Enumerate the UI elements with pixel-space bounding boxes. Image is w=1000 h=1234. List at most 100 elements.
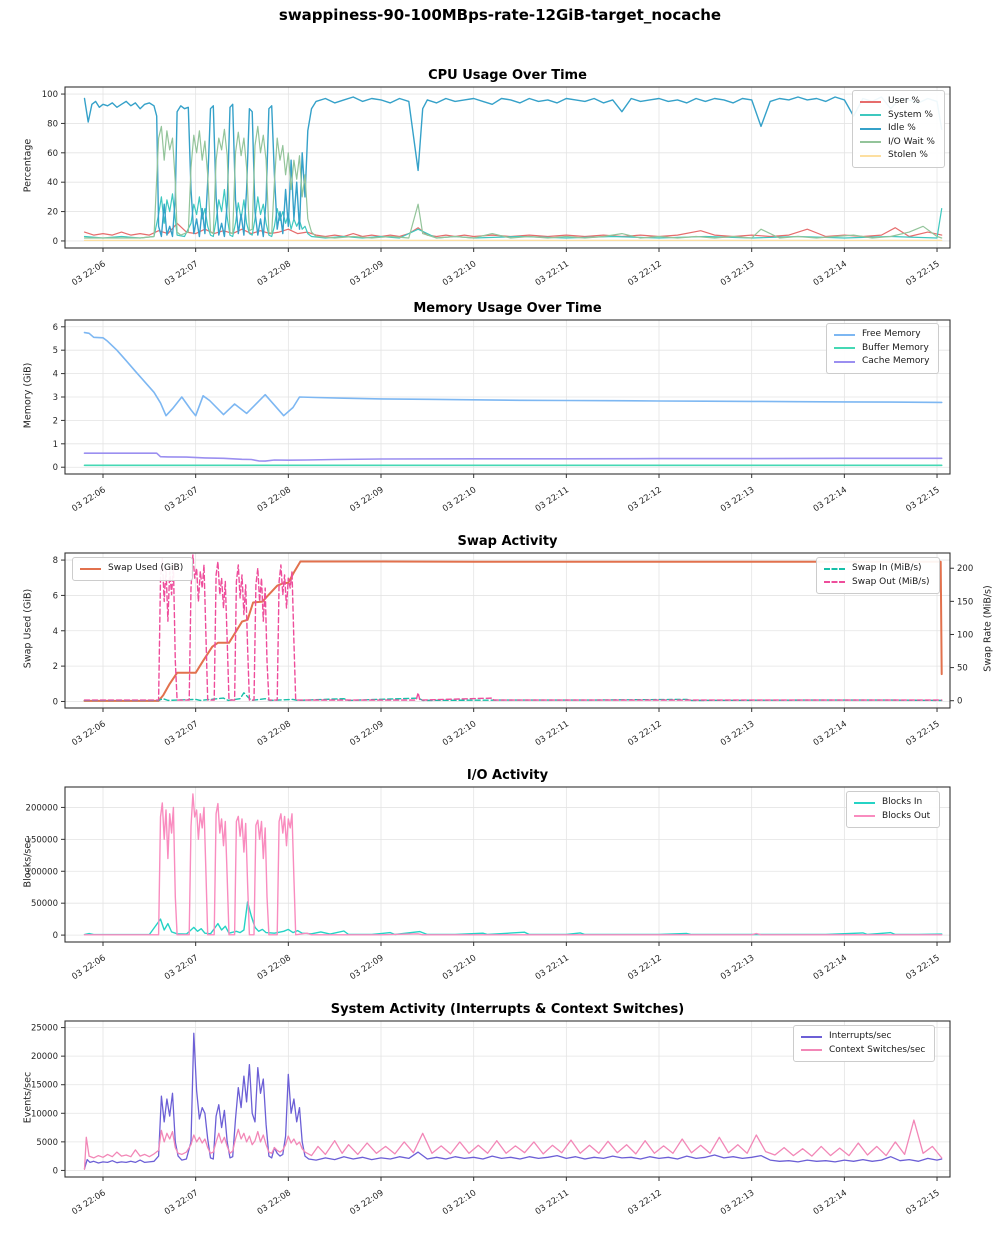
ytick-label: 2 (53, 662, 58, 672)
ytick-label: 15000 (31, 1081, 58, 1091)
legend-label: System % (888, 109, 933, 120)
ytick-label: 0 (53, 463, 58, 473)
legend-item: Idle % (860, 122, 935, 136)
ytick-label: 20000 (31, 1052, 58, 1062)
ytick-label: 6 (53, 323, 58, 333)
xtick-label: 03 22:14 (812, 953, 849, 982)
legend-label: Swap Out (MiB/s) (852, 576, 930, 587)
xtick-label: 03 22:07 (163, 259, 200, 288)
ytick-label: 2 (53, 416, 58, 426)
legend-line-swatch (824, 567, 845, 570)
xtick-label: 03 22:13 (719, 1188, 756, 1217)
xtick-label: 03 22:10 (441, 259, 478, 288)
plot-border (64, 86, 951, 249)
xtick-label: 03 22:11 (534, 259, 571, 288)
xtick-label: 03 22:09 (348, 485, 385, 514)
xtick-label: 03 22:10 (441, 719, 478, 748)
chart-title-cpu: CPU Usage Over Time (428, 68, 587, 83)
ytick-label: 200000 (26, 803, 58, 813)
legend-label: Context Switches/sec (829, 1044, 926, 1055)
xtick-label: 03 22:08 (256, 953, 293, 982)
legend-item: Context Switches/sec (801, 1044, 925, 1058)
xtick-label: 03 22:12 (626, 719, 663, 748)
xtick-label: 03 22:12 (626, 485, 663, 514)
xtick-label: 03 22:07 (163, 953, 200, 982)
legend-line-swatch (834, 333, 855, 336)
series-line (83, 560, 943, 702)
ytick-label: 40 (47, 178, 58, 188)
xtick-label: 03 22:08 (256, 485, 293, 514)
xtick-label: 03 22:08 (256, 1188, 293, 1217)
chart-0: 0 20 40 60 80 100 03 22:06 03 22:07 03 22:08 03 2… (42, 86, 951, 288)
legend-line-swatch (860, 127, 881, 130)
xtick-label: 03 22:13 (719, 485, 756, 514)
xtick-label: 03 22:10 (441, 953, 478, 982)
ytick-label: 3 (53, 393, 58, 403)
xtick-label: 03 22:11 (534, 953, 571, 982)
xtick-label: 03 22:11 (534, 719, 571, 748)
yaxis-label-swap-rate: Swap Rate (MiB/s) (982, 585, 994, 672)
legend-item: I/O Wait % (860, 136, 935, 150)
plot-border (64, 1020, 951, 1178)
xtick-label: 03 22:15 (904, 719, 941, 748)
xtick-label: 03 22:07 (163, 1188, 200, 1217)
yaxis-label-swap-used: Swap Used (GiB) (22, 588, 34, 669)
xtick-label: 03 22:14 (812, 485, 849, 514)
series-line (83, 452, 943, 462)
series-line (83, 901, 943, 936)
xtick-label: 03 22:09 (348, 259, 385, 288)
series-line (83, 692, 943, 702)
legend-label: Buffer Memory (862, 342, 929, 353)
xtick-label: 03 22:06 (70, 719, 107, 748)
xtick-label: 03 22:07 (163, 485, 200, 514)
yaxis-label-memory: Memory (GiB) (22, 362, 34, 429)
legend-label: Swap In (MiB/s) (852, 563, 922, 573)
y2tick-label: 100 (957, 630, 973, 640)
legend-line-swatch (80, 567, 101, 570)
plot-border (64, 786, 951, 943)
legend-chart-0: User % System % Idle % I/O Wait % Stolen % (852, 90, 945, 168)
xtick-label: 03 22:10 (441, 485, 478, 514)
legend-line-swatch (860, 141, 881, 144)
ytick-label: 150000 (26, 835, 58, 845)
ytick-label: 60 (47, 149, 58, 159)
xtick-label: 03 22:10 (441, 1188, 478, 1217)
legend-label: Cache Memory (862, 356, 930, 366)
legend-label: Stolen % (888, 150, 928, 160)
legend-item: Blocks In (854, 796, 930, 810)
legend-label: User % (888, 96, 920, 106)
y2tick-label: 50 (957, 664, 968, 674)
xtick-label: 03 22:08 (256, 259, 293, 288)
legend-item: Interrupts/sec (801, 1030, 925, 1044)
ytick-label: 10000 (31, 1109, 58, 1119)
legend-item: Swap In (MiB/s) (824, 562, 930, 576)
xtick-label: 03 22:11 (534, 485, 571, 514)
ytick-label: 100 (42, 90, 58, 100)
xtick-label: 03 22:15 (904, 953, 941, 982)
y2tick-label: 0 (957, 697, 962, 707)
legend-line-swatch (854, 815, 875, 818)
legend-chart-3: Blocks In Blocks Out (846, 791, 941, 828)
ytick-label: 0 (53, 1166, 58, 1176)
series-line (83, 554, 943, 701)
legend-item: Free Memory (834, 328, 929, 342)
xtick-label: 03 22:12 (626, 259, 663, 288)
ytick-label: 5 (53, 346, 58, 356)
ytick-label: 5000 (36, 1138, 58, 1148)
xtick-label: 03 22:09 (348, 1188, 385, 1217)
legend-line-swatch (801, 1049, 822, 1052)
legend-label: Idle % (888, 123, 916, 133)
legend-line-swatch (854, 801, 875, 804)
xtick-label: 03 22:13 (719, 953, 756, 982)
legend-line-swatch (824, 581, 845, 584)
legend-label: Interrupts/sec (829, 1031, 892, 1041)
yaxis-label-events: Events/sec (22, 1071, 34, 1124)
xtick-label: 03 22:14 (812, 719, 849, 748)
ytick-label: 20 (47, 208, 58, 218)
xtick-label: 03 22:13 (719, 719, 756, 748)
xtick-label: 03 22:06 (70, 1188, 107, 1217)
legend-label: I/O Wait % (888, 136, 935, 147)
legend-chart-1: Free Memory Buffer Memory Cache Memory (826, 323, 940, 374)
legend-line-swatch (834, 360, 855, 363)
